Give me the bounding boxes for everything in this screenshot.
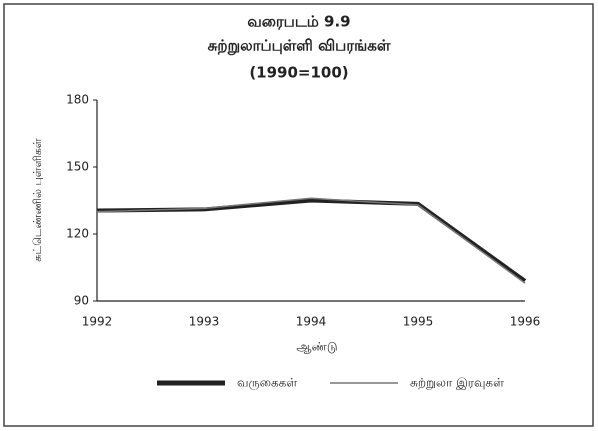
y-axis-label: சுட்டெண்ணில் புள்ளிகள்: [31, 138, 44, 262]
chart-title: வரைபடம் 9.9: [247, 13, 350, 31]
x-tick-label: 1995: [403, 315, 434, 329]
legend-label: வருகைகள்: [237, 376, 297, 391]
y-tick-label: 90: [74, 294, 89, 308]
y-tick-label: 150: [66, 160, 89, 174]
data-line: [96, 197, 526, 284]
x-tick-label: 1992: [82, 315, 113, 329]
legend-label: சுற்றுலா இரவுகள்: [410, 376, 504, 391]
y-tick-label: 120: [66, 227, 89, 241]
chart-subtitle: சுற்றுலாப்புள்ளி விபரங்கள்: [208, 37, 391, 56]
frame: [3, 3, 594, 427]
x-tick-label: 1993: [189, 315, 220, 329]
x-axis-label: ஆண்டு: [296, 340, 337, 354]
y-tick-label: 180: [66, 93, 89, 107]
chart-subtitle: (1990=100): [249, 64, 348, 82]
data-line: [96, 198, 527, 283]
x-tick-label: 1994: [296, 315, 327, 329]
x-tick-label: 1996: [510, 315, 541, 329]
